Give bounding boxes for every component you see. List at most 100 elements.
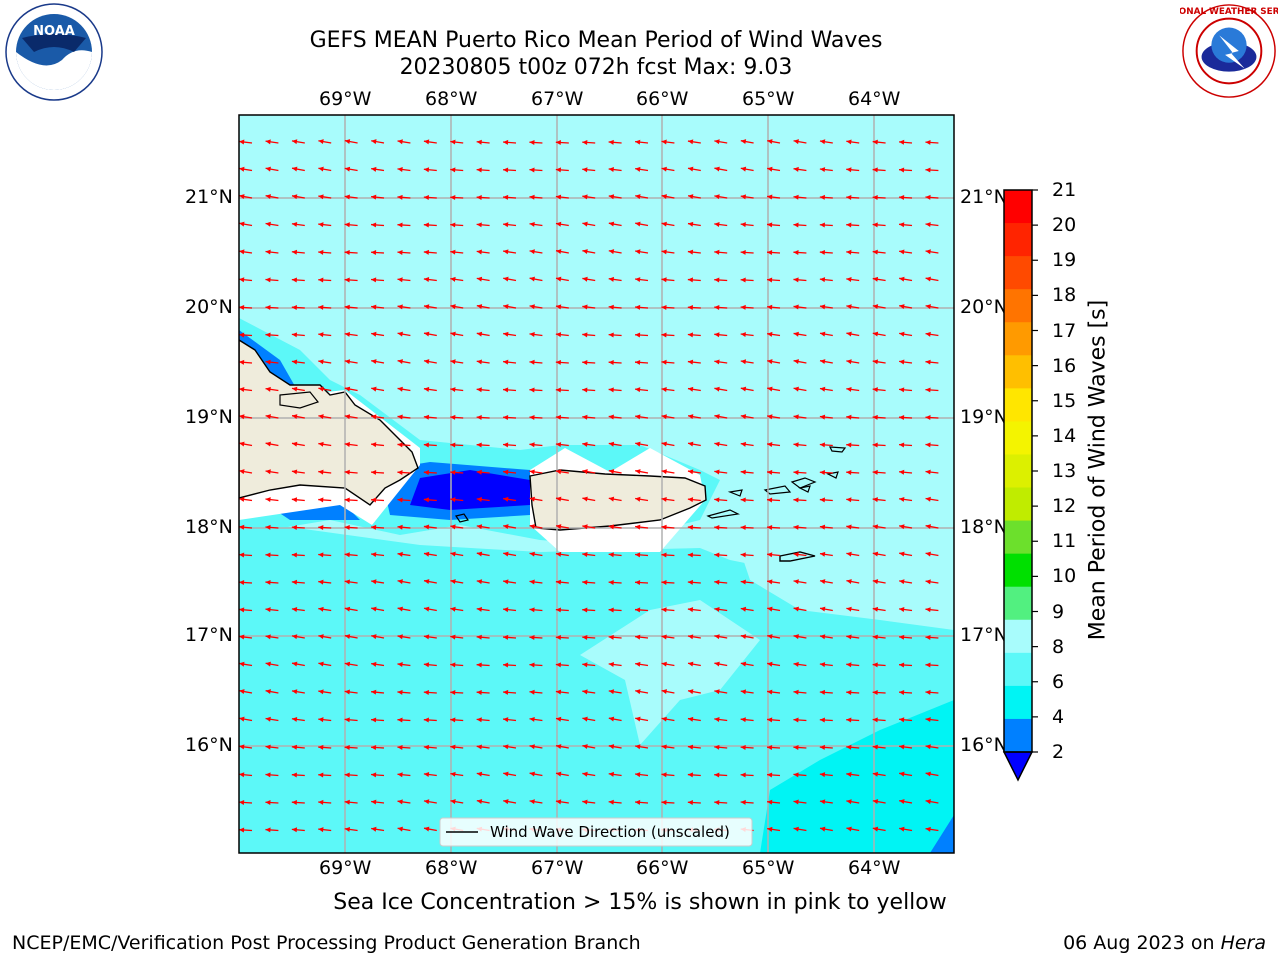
wind-wave-arrow — [872, 139, 886, 145]
vieques-island — [706, 509, 740, 519]
wind-wave-arrow — [450, 359, 464, 365]
lat-label-left: 19°N — [185, 406, 233, 428]
wind-wave-arrow — [555, 551, 569, 557]
wind-wave-arrow — [529, 524, 543, 530]
wind-wave-arrow — [872, 799, 886, 805]
colorbar-tick-label: 12 — [1052, 495, 1077, 518]
wind-wave-arrow — [661, 304, 675, 310]
wind-wave-arrow — [819, 744, 833, 750]
wind-wave-arrow — [819, 249, 833, 255]
wind-wave-arrow — [397, 662, 411, 668]
wind-wave-arrow — [793, 552, 807, 557]
wind-wave-arrow — [925, 799, 939, 805]
wind-wave-arrow — [819, 497, 833, 503]
wind-wave-arrow — [239, 689, 253, 695]
wind-wave-arrow — [846, 222, 860, 228]
wind-wave-arrow — [661, 166, 675, 172]
mona-island — [455, 513, 469, 523]
wind-wave-arrow — [793, 799, 807, 805]
wind-wave-arrow — [503, 579, 517, 585]
wind-wave-arrow — [503, 607, 517, 613]
wind-wave-arrow — [925, 634, 939, 640]
wind-wave-arrow — [608, 441, 622, 447]
footer-date-text: 06 Aug 2023 on — [1063, 932, 1215, 954]
wind-wave-arrow — [265, 469, 279, 475]
wind-wave-arrow — [344, 359, 358, 365]
wind-wave-arrow — [371, 606, 385, 612]
wind-wave-arrow — [239, 634, 253, 640]
wind-wave-arrow — [529, 387, 543, 393]
wind-wave-arrow — [819, 222, 833, 228]
wind-wave-arrow — [925, 167, 939, 173]
wind-wave-arrow — [661, 359, 675, 365]
wind-wave-arrow — [661, 744, 675, 750]
wind-wave-arrow — [502, 415, 517, 421]
wind-wave-arrow — [450, 222, 464, 228]
lon-label-top: 64°W — [848, 88, 901, 110]
wind-wave-arrow — [503, 331, 517, 337]
wind-wave-arrow — [344, 799, 358, 805]
wind-wave-arrow — [239, 249, 253, 255]
wind-wave-arrow — [371, 442, 385, 448]
colorbar-tick-label: 17 — [1052, 319, 1077, 342]
wind-wave-arrow — [265, 744, 279, 750]
wind-wave-arrow — [291, 469, 305, 475]
wind-wave-arrow — [239, 469, 253, 475]
wind-wave-arrow — [661, 496, 675, 502]
wind-wave-arrow — [608, 716, 622, 722]
wind-wave-arrow — [450, 249, 464, 255]
wind-wave-arrow — [265, 221, 279, 227]
wind-wave-arrow — [555, 524, 569, 530]
nws-logo: NATIONAL WEATHER SERVICE — [1180, 4, 1278, 98]
wind-wave-arrow — [872, 414, 886, 420]
wind-wave-arrow — [899, 607, 913, 612]
wind-wave-arrow — [767, 826, 781, 832]
wind-wave-arrow — [529, 496, 543, 502]
wind-wave-arrow — [344, 442, 358, 447]
wind-wave-arrow — [687, 497, 701, 503]
wind-wave-arrow — [318, 386, 332, 392]
wind-wave-arrow — [318, 194, 332, 200]
wind-wave-arrow — [687, 139, 701, 145]
wind-wave-arrow — [239, 607, 253, 613]
wind-wave-arrow — [423, 689, 437, 695]
wind-wave-arrow — [397, 414, 411, 420]
wind-wave-arrow — [767, 194, 781, 200]
wind-wave-arrow — [291, 689, 305, 695]
wind-wave-arrow — [397, 222, 411, 228]
wind-wave-arrow — [846, 276, 860, 282]
wind-wave-arrow — [344, 661, 358, 667]
wind-wave-arrow — [687, 441, 701, 447]
wind-wave-arrow — [714, 634, 728, 640]
wind-wave-arrow — [450, 167, 464, 173]
wind-wave-arrow — [265, 249, 279, 255]
wind-wave-arrow — [714, 552, 728, 558]
wind-wave-arrow — [291, 661, 305, 667]
wind-wave-arrow — [872, 222, 886, 228]
wind-wave-arrow — [740, 525, 754, 531]
wind-wave-arrow — [819, 194, 833, 200]
wind-wave-arrow — [582, 799, 596, 805]
chart-subtitle: 20230805 t00z 072h fcst Max: 9.03 — [399, 55, 793, 80]
wind-wave-arrow — [397, 799, 411, 805]
wind-wave-arrow — [819, 524, 833, 530]
wind-wave-arrow — [635, 139, 649, 145]
colorbar-tick-label: 4 — [1052, 705, 1065, 728]
wind-wave-arrow — [846, 826, 860, 832]
colorbar-tick-label: 21 — [1052, 179, 1077, 201]
wind-wave-arrow — [371, 166, 385, 172]
wind-wave-arrow — [714, 332, 728, 338]
wind-wave-arrow — [608, 194, 622, 200]
wind-wave-arrow — [687, 579, 701, 585]
sea-ice-note: Sea Ice Concentration > 15% is shown in … — [333, 890, 947, 915]
wind-wave-arrow — [635, 414, 649, 420]
lon-label-bottom: 67°W — [531, 857, 584, 879]
wind-wave-arrow — [608, 496, 622, 502]
wind-wave-arrow — [582, 360, 596, 366]
wind-wave-arrow — [846, 386, 860, 392]
wind-wave-arrow — [503, 799, 517, 805]
wind-wave-arrow — [582, 716, 596, 722]
wind-wave-arrow — [766, 772, 781, 778]
footer-branch: NCEP/EMC/Verification Post Processing Pr… — [12, 932, 641, 954]
wind-wave-arrow — [318, 277, 332, 283]
